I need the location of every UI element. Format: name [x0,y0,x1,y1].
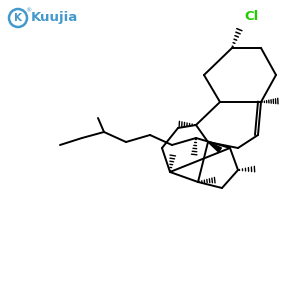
Polygon shape [208,142,221,152]
Text: Kuujia: Kuujia [31,11,78,25]
Text: K: K [14,13,22,23]
Text: Cl: Cl [244,10,258,23]
Text: ®: ® [25,8,31,14]
